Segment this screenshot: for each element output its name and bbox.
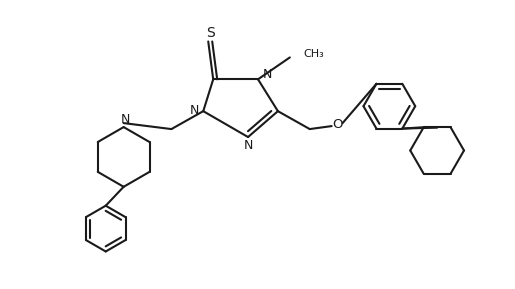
Text: N: N <box>190 104 199 117</box>
Text: S: S <box>206 25 215 40</box>
Text: N: N <box>121 113 130 126</box>
Text: N: N <box>262 68 271 81</box>
Text: O: O <box>332 118 343 131</box>
Text: CH₃: CH₃ <box>304 49 324 60</box>
Text: N: N <box>244 140 253 153</box>
